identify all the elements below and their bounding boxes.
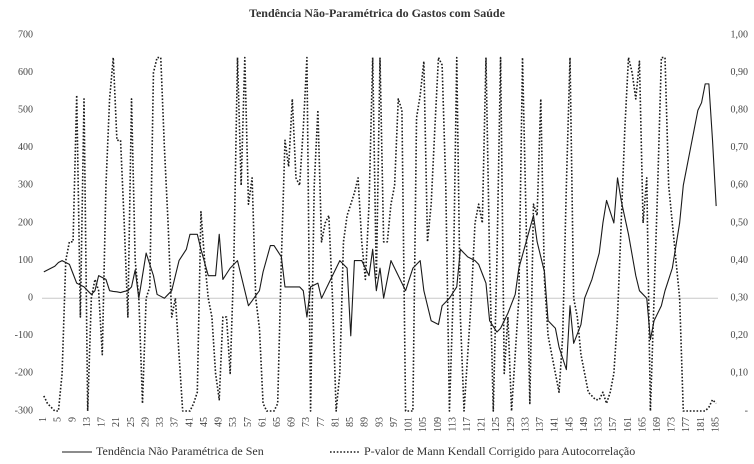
y2-tick-label: 0,80 bbox=[731, 104, 749, 115]
y-tick-label: 200 bbox=[18, 217, 33, 228]
y-tick-label: 300 bbox=[18, 180, 33, 191]
x-tick-label: 5 bbox=[53, 417, 64, 422]
x-tick-label: 49 bbox=[214, 417, 225, 427]
x-tick-label: 29 bbox=[140, 417, 151, 427]
x-tick-label: 181 bbox=[696, 417, 707, 432]
x-tick-label: 173 bbox=[667, 417, 678, 432]
y-tick-label: 600 bbox=[18, 67, 33, 78]
x-tick-label: 185 bbox=[710, 417, 721, 432]
x-tick-label: 61 bbox=[257, 417, 268, 427]
y-tick-label: 700 bbox=[18, 29, 33, 40]
x-tick-label: 113 bbox=[447, 417, 458, 432]
x-tick-label: 37 bbox=[170, 417, 181, 427]
x-tick-label: 17 bbox=[97, 417, 108, 427]
y2-tick-label: 0,10 bbox=[731, 368, 749, 379]
x-tick-label: 165 bbox=[637, 417, 648, 432]
y-tick-label: 500 bbox=[18, 104, 33, 115]
x-tick-label: 65 bbox=[272, 417, 283, 427]
chart-title: Tendência Não-Paramétrica do Gastos com … bbox=[249, 6, 506, 20]
y-tick-label: -300 bbox=[15, 405, 33, 416]
x-tick-label: 137 bbox=[535, 417, 546, 432]
y-tick-label: 0 bbox=[28, 292, 33, 303]
x-tick-label: 129 bbox=[506, 417, 517, 432]
x-tick-label: 169 bbox=[652, 417, 663, 432]
x-tick-label: 177 bbox=[681, 417, 692, 432]
x-tick-label: 21 bbox=[111, 417, 122, 427]
x-tick-label: 109 bbox=[433, 417, 444, 432]
x-tick-label: 53 bbox=[228, 417, 239, 427]
x-tick-label: 141 bbox=[550, 417, 561, 432]
x-tick-label: 153 bbox=[594, 417, 605, 432]
legend-label: Tendência Não Paramétrica de Sen bbox=[96, 444, 264, 458]
y-tick-label: -200 bbox=[15, 368, 33, 379]
x-tick-label: 69 bbox=[287, 417, 298, 427]
x-tick-label: 125 bbox=[491, 417, 502, 432]
y2-tick-label: 1,00 bbox=[731, 29, 749, 40]
x-tick-label: 73 bbox=[301, 417, 312, 427]
x-tick-label: 13 bbox=[82, 417, 93, 427]
x-tick-label: 25 bbox=[126, 417, 137, 427]
x-tick-label: 85 bbox=[345, 417, 356, 427]
x-tick-label: 101 bbox=[404, 417, 415, 432]
x-tick-label: 97 bbox=[389, 417, 400, 427]
series-line bbox=[43, 56, 717, 412]
x-tick-label: 105 bbox=[418, 417, 429, 432]
x-tick-label: 161 bbox=[623, 417, 634, 432]
x-tick-label: 1 bbox=[38, 417, 49, 422]
x-tick-label: 117 bbox=[462, 417, 473, 432]
y-tick-label: 100 bbox=[18, 255, 33, 266]
x-tick-label: 33 bbox=[155, 417, 166, 427]
x-tick-label: 121 bbox=[477, 417, 488, 432]
y2-tick-label: 0,20 bbox=[731, 330, 749, 341]
x-tick-label: 81 bbox=[330, 417, 341, 427]
x-tick-label: 45 bbox=[199, 417, 210, 427]
y2-tick-label: 0,70 bbox=[731, 142, 749, 153]
x-tick-label: 133 bbox=[520, 417, 531, 432]
y2-tick-label: 0,60 bbox=[731, 180, 749, 191]
x-tick-label: 157 bbox=[608, 417, 619, 432]
y2-tick-label: 0,30 bbox=[731, 292, 749, 303]
x-tick-label: 41 bbox=[184, 417, 195, 427]
x-tick-label: 89 bbox=[360, 417, 371, 427]
y2-tick-label: - bbox=[745, 405, 748, 416]
y2-tick-label: 0,40 bbox=[731, 255, 749, 266]
y2-tick-label: 0,50 bbox=[731, 217, 749, 228]
x-tick-label: 57 bbox=[243, 417, 254, 427]
x-tick-label: 149 bbox=[579, 417, 590, 432]
x-tick-label: 77 bbox=[316, 417, 327, 427]
y2-tick-label: 0,90 bbox=[731, 67, 749, 78]
series-line bbox=[43, 83, 717, 371]
x-tick-label: 9 bbox=[67, 417, 78, 422]
y-tick-label: -100 bbox=[15, 330, 33, 341]
x-tick-label: 145 bbox=[564, 417, 575, 432]
x-tick-label: 93 bbox=[374, 417, 385, 427]
legend-label: P-valor de Mann Kendall Corrigido para A… bbox=[364, 444, 635, 458]
y-tick-label: 400 bbox=[18, 142, 33, 153]
